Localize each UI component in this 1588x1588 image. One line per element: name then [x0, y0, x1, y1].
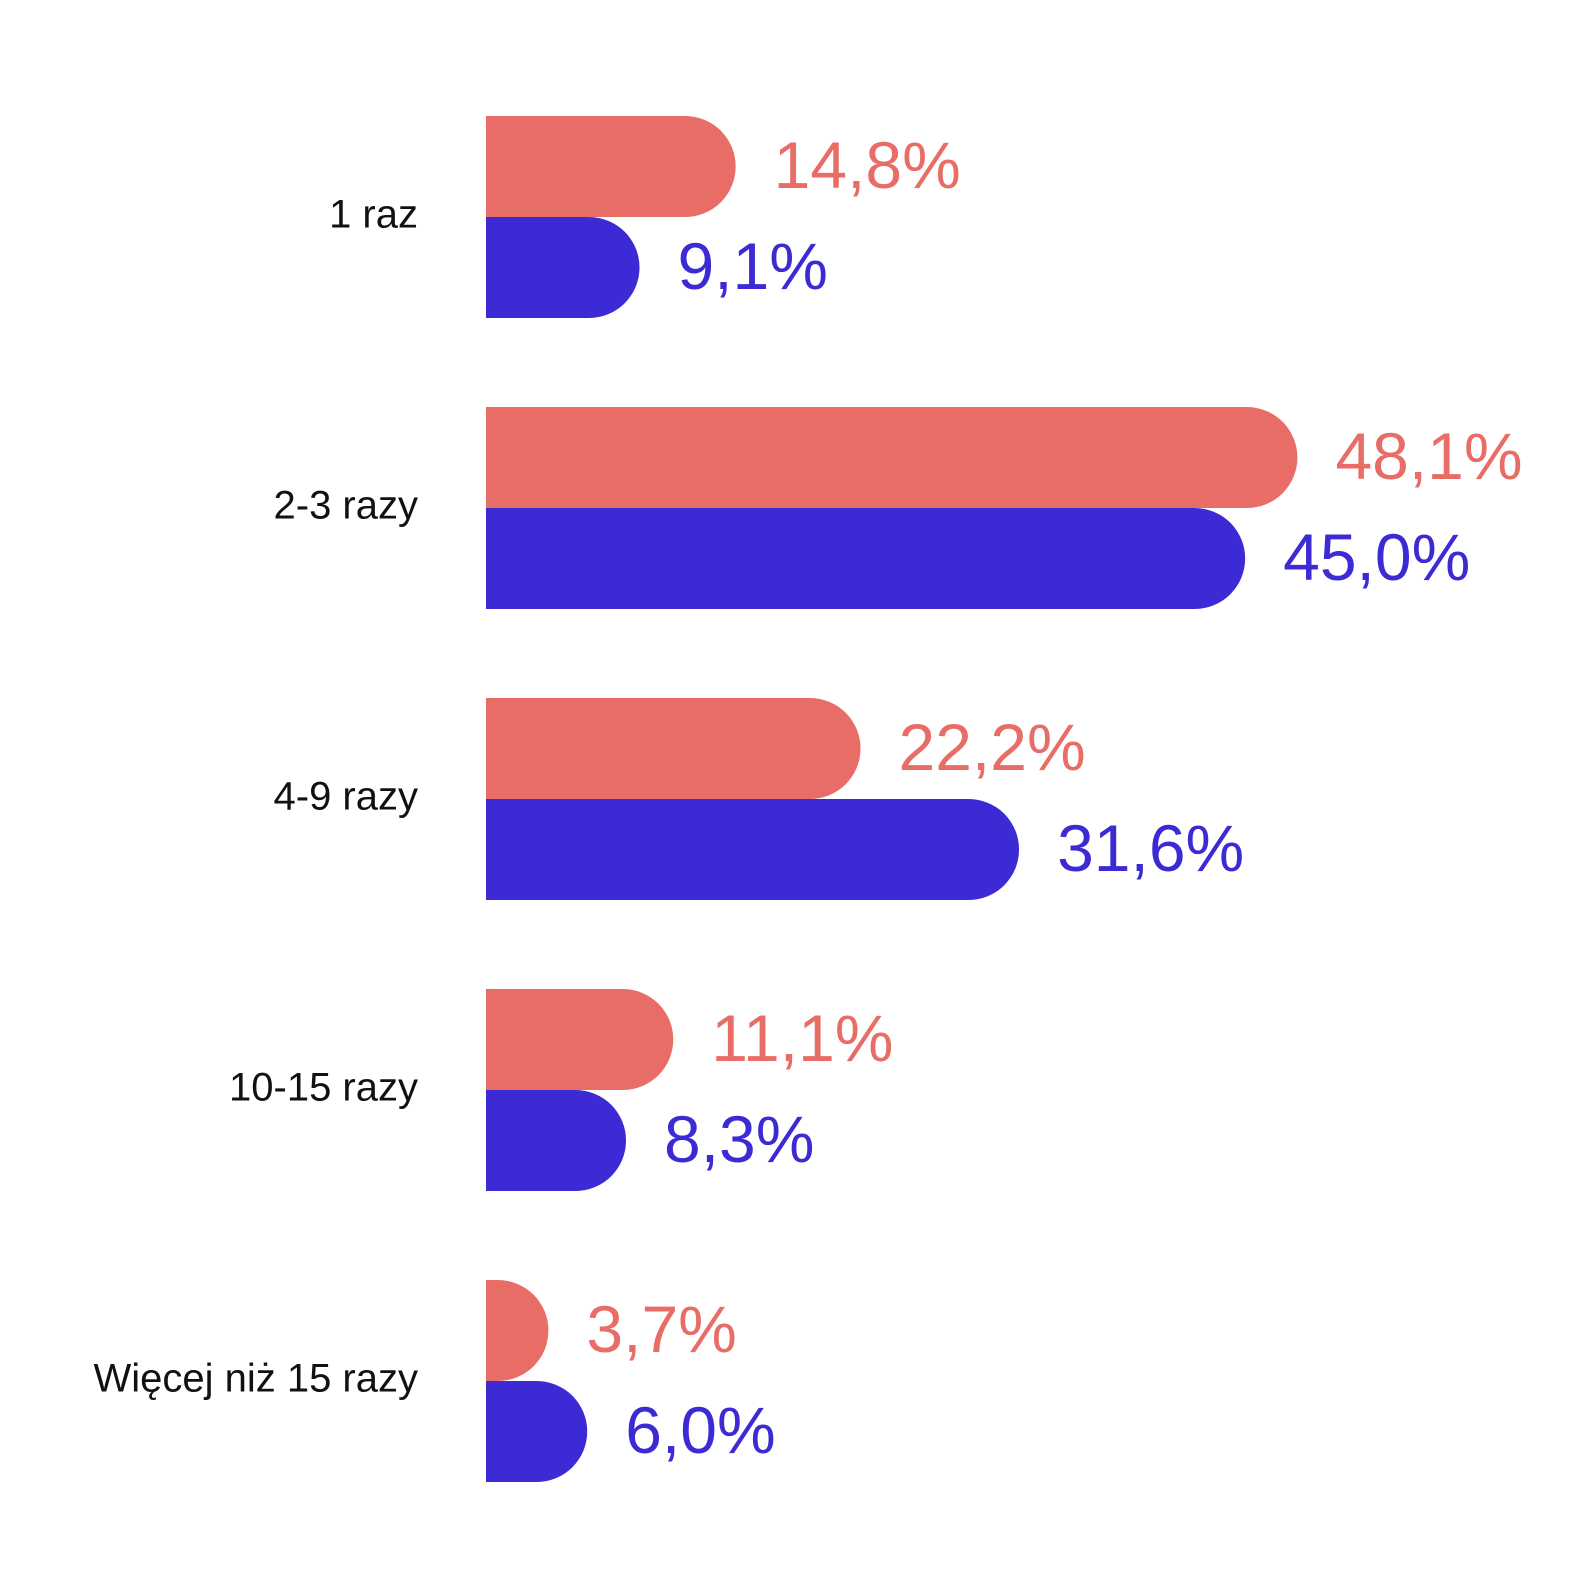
bar: [486, 698, 861, 799]
value-label: 14,8%: [774, 128, 961, 202]
category-label: Więcej niż 15 razy: [93, 1357, 418, 1401]
value-label: 31,6%: [1057, 811, 1244, 885]
value-label: 8,3%: [664, 1102, 814, 1176]
value-label: 48,1%: [1335, 419, 1522, 493]
bar: [486, 1280, 549, 1381]
value-label: 9,1%: [678, 229, 828, 303]
bar: [486, 217, 640, 318]
value-label: 6,0%: [625, 1393, 775, 1467]
bar: [486, 1381, 588, 1482]
bar: [486, 407, 1298, 508]
category-label: 10-15 razy: [229, 1066, 418, 1110]
bar: [486, 508, 1246, 609]
bar: [486, 989, 674, 1090]
value-label: 11,1%: [711, 1001, 893, 1075]
value-label: 3,7%: [586, 1292, 736, 1366]
bar: [486, 116, 736, 217]
bar: [486, 1090, 627, 1191]
value-label: 45,0%: [1283, 520, 1470, 594]
category-label: 4-9 razy: [274, 775, 419, 819]
category-label: 2-3 razy: [274, 484, 419, 528]
value-label: 22,2%: [899, 710, 1086, 784]
category-label: 1 raz: [329, 193, 418, 237]
bar: [486, 799, 1020, 900]
